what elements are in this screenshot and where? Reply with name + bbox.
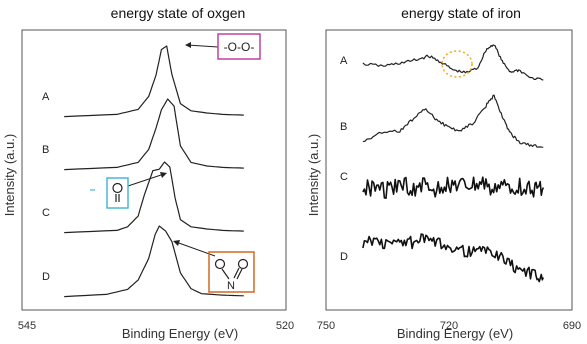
x-tick-label: 545 (18, 320, 36, 332)
series-line-b (64, 98, 244, 171)
highlight-circle (441, 50, 473, 78)
series-line-a (362, 44, 544, 81)
series-label-a: A (42, 91, 50, 103)
series-line-a (64, 45, 244, 118)
series-label-a: A (340, 55, 348, 67)
series-line-d (64, 225, 244, 298)
arrowhead-icon (160, 172, 167, 178)
chart-oxygen: energy state of oxgen 545 520 Binding En… (2, 5, 294, 341)
series-group-oxygen (64, 45, 244, 298)
series-label-b: B (42, 144, 49, 156)
arrowhead-icon (185, 42, 191, 48)
series-group-iron (362, 44, 545, 283)
annotation-nitro: N (173, 240, 255, 293)
series-line-c (64, 161, 244, 234)
annotation-carbonyl (90, 172, 167, 209)
x-tick-label: 720 (440, 320, 458, 332)
chart-iron: energy state of iron 750 720 690 Binding… (306, 5, 581, 341)
series-label-d: D (340, 251, 348, 263)
series-labels-iron: A B C D (340, 55, 348, 263)
nitro-icon: N (214, 258, 249, 292)
y-axis-title-iron: Intensity (a.u.) (306, 134, 321, 216)
carbonyl-icon (112, 182, 123, 202)
plot-frame-iron (325, 29, 573, 311)
series-line-c (362, 176, 545, 199)
x-tick-label: 690 (563, 320, 581, 332)
y-axis-title-oxygen: Intensity (a.u.) (2, 134, 17, 216)
series-line-d (362, 233, 545, 283)
chart-title-oxygen: energy state of oxgen (111, 5, 246, 21)
x-axis-title-iron: Binding Energy (eV) (397, 326, 513, 341)
annotation-arrow (186, 44, 219, 48)
series-label-b: B (340, 121, 347, 133)
series-label-c: C (42, 207, 50, 219)
annotation-box (208, 251, 255, 293)
x-tick-label: 750 (317, 320, 335, 332)
annotation-box (217, 33, 261, 60)
arrowhead-icon (173, 240, 180, 246)
annotation-arrow (127, 173, 165, 187)
x-axis-title-oxygen: Binding Energy (eV) (122, 326, 238, 341)
x-tick-label: 520 (276, 320, 294, 332)
chart-title-iron: energy state of iron (401, 5, 521, 21)
annotation-label: -O-O- (224, 40, 255, 54)
plot-frame-oxygen (21, 29, 287, 311)
series-label-c: C (340, 171, 348, 183)
series-label-d: D (42, 271, 50, 283)
svg-text:N: N (227, 280, 235, 292)
series-line-b (362, 94, 544, 148)
annotation-box (106, 177, 129, 209)
series-labels-oxygen: A B C D (42, 91, 50, 283)
annotation-peroxide: -O-O- (185, 33, 261, 60)
